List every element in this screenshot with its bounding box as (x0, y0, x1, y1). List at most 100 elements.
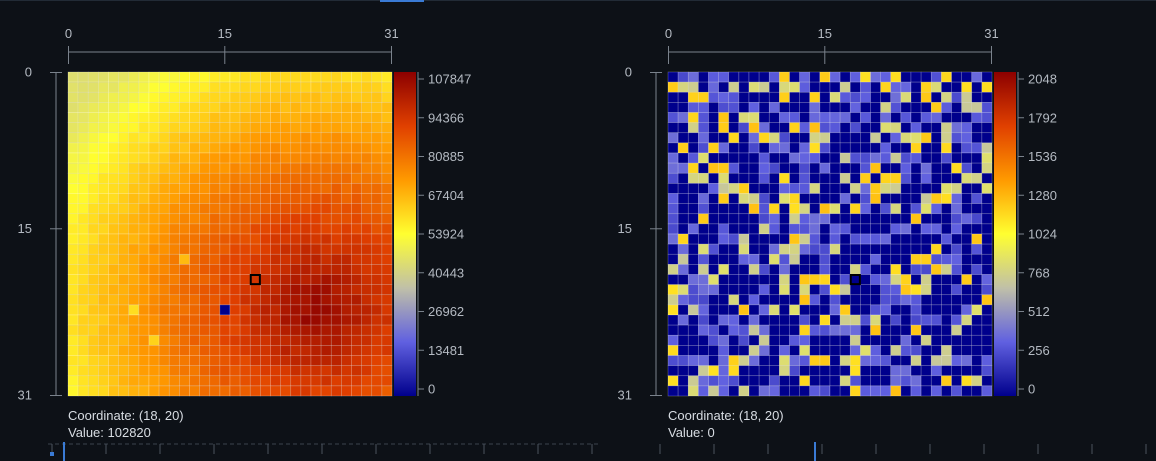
heatmap-cell (677, 91, 689, 103)
heatmap-cell (280, 345, 292, 356)
heatmap-cell (870, 324, 881, 336)
heatmap-cell (819, 253, 831, 265)
heatmap-cell (971, 213, 983, 225)
heatmap-cell (138, 112, 150, 123)
colorbar-tick-label: 67404 (428, 188, 464, 203)
heatmap-cell (829, 324, 841, 336)
heatmap-chart-left[interactable]: 0 15 3101531107847943668088567404539244044… (0, 0, 560, 440)
heatmap-cell (941, 375, 952, 387)
heatmap-cell (758, 203, 770, 215)
heatmap-cell (839, 334, 851, 346)
heatmap-cell (330, 324, 342, 336)
heatmap-cell (698, 152, 709, 164)
bottom-scroll-ruler[interactable] (0, 440, 1156, 461)
heatmap-cell (300, 233, 312, 245)
heatmap-cell (98, 274, 109, 285)
heatmap-cell (118, 142, 130, 154)
heatmap-cell (971, 375, 983, 387)
heatmap-cell (951, 122, 962, 134)
heatmap-cell (330, 274, 342, 285)
heatmap-cell (108, 314, 119, 326)
heatmap-cell (819, 172, 831, 184)
heatmap-cell (168, 355, 180, 366)
heatmap-cell (870, 81, 881, 93)
heatmap-cell (229, 243, 241, 255)
heatmap-cell (738, 324, 750, 336)
heatmap-cell (249, 81, 261, 93)
heatmap-cell (98, 162, 109, 174)
heatmap-cell (870, 152, 881, 164)
heatmap-cell (829, 294, 841, 306)
heatmap-cell (77, 122, 89, 134)
heatmap-cell (87, 162, 99, 174)
heatmap-cell (768, 132, 780, 144)
heatmap-cell (961, 375, 973, 387)
heatmap-cell (77, 162, 89, 174)
heatmap-cell (189, 385, 200, 397)
heatmap-cell (77, 193, 89, 204)
heatmap-cell (799, 193, 811, 204)
heatmap-cell (768, 294, 780, 306)
heatmap-cell (708, 304, 719, 316)
heatmap-cell (951, 213, 962, 225)
heatmap-cell (920, 112, 932, 123)
heatmap-cell (930, 233, 942, 245)
heatmap-cell (179, 112, 190, 123)
heatmap-cell (189, 203, 200, 215)
heatmap-cell (920, 183, 932, 194)
heatmap-cell (67, 243, 79, 255)
heatmap-cell (108, 213, 119, 225)
heatmap-cell (708, 193, 719, 204)
heatmap-cell (738, 112, 750, 123)
heatmap-cell (880, 355, 892, 366)
heatmap-cell (118, 91, 130, 103)
heatmap-cell (941, 132, 952, 144)
heatmap-cell (667, 132, 679, 144)
heatmap-cell (758, 91, 770, 103)
heatmap-cell (768, 233, 780, 245)
heatmap-cell (260, 365, 271, 377)
heatmap-cell (87, 71, 99, 83)
heatmap-cell (779, 294, 790, 306)
heatmap-cell (219, 162, 231, 174)
heatmap-cell (809, 223, 821, 235)
heatmap-cell (239, 203, 251, 215)
heatmap-cell (728, 102, 740, 113)
heatmap-cell (698, 193, 709, 204)
heatmap-cell (239, 274, 251, 285)
heatmap-cell (920, 345, 932, 356)
heatmap-cell (381, 385, 393, 397)
colorbar-tick-label: 1536 (1028, 149, 1057, 164)
heatmap-cell (330, 162, 342, 174)
heatmap-cell (280, 142, 292, 154)
heatmap-cell (330, 213, 342, 225)
heatmap-cell (249, 102, 261, 113)
heatmap-cell (880, 71, 892, 83)
heatmap-cell (199, 365, 211, 377)
heatmap-cell (138, 223, 150, 235)
heatmap-cell (930, 152, 942, 164)
heatmap-cell (249, 304, 261, 316)
heatmap-cell (351, 243, 362, 255)
heatmap-cell (209, 304, 221, 316)
heatmap-cell (930, 334, 942, 346)
heatmap-cell (148, 375, 160, 387)
heatmap-cell (280, 203, 292, 215)
heatmap-cell (158, 345, 170, 356)
heatmap-cell (860, 112, 871, 123)
heatmap-cell (890, 81, 902, 93)
heatmap-cell (98, 385, 109, 397)
heatmap-cell (738, 122, 750, 134)
heatmap-cell (179, 213, 190, 225)
heatmap-cell (300, 284, 312, 296)
heatmap-cell (310, 223, 322, 235)
heatmap-cell (880, 365, 892, 377)
heatmap-cell (341, 355, 352, 366)
heatmap-cell (98, 324, 109, 336)
heatmap-cell (87, 274, 99, 285)
heatmap-cell (920, 324, 932, 336)
heatmap-cell (880, 91, 892, 103)
heatmap-cell (371, 304, 383, 316)
heatmap-cell (168, 223, 180, 235)
